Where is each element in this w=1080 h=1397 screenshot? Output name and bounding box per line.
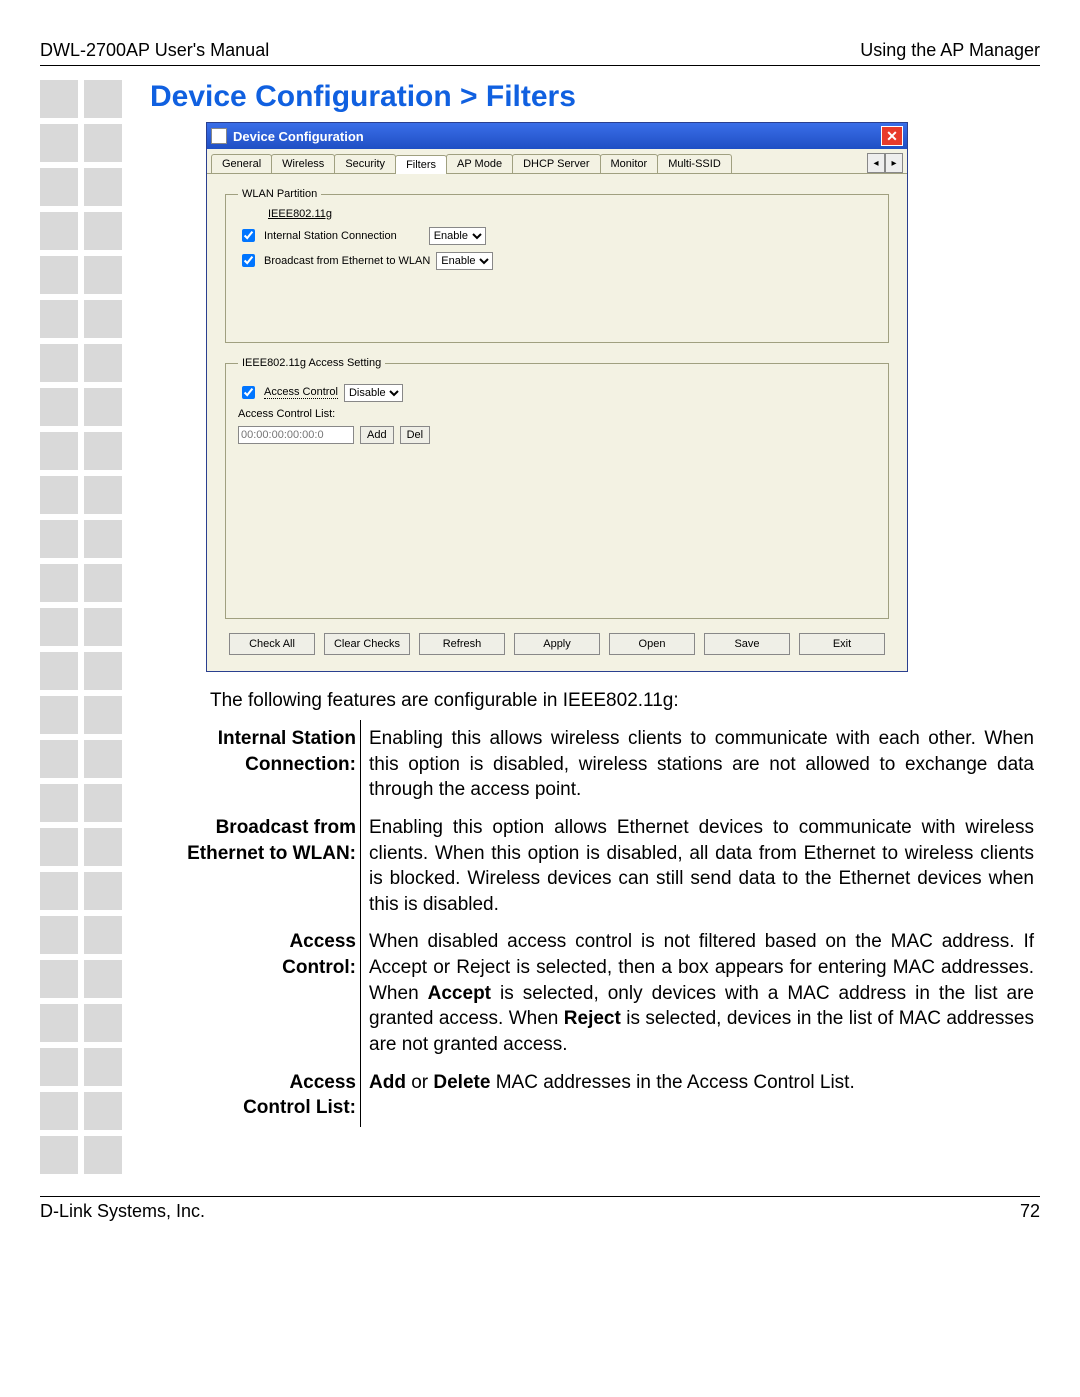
exit-button[interactable]: Exit	[799, 633, 885, 655]
broadcast-checkbox[interactable]	[242, 254, 255, 267]
window-icon	[211, 128, 227, 144]
def-term: AccessControl:	[150, 923, 361, 1063]
tab-filters[interactable]: Filters	[395, 155, 447, 174]
footer-page: 72	[1020, 1201, 1040, 1222]
tab-scroll-left-icon[interactable]: ◂	[867, 153, 885, 173]
page-title: Device Configuration > Filters	[150, 80, 1040, 114]
tab-dhcp-server[interactable]: DHCP Server	[512, 154, 600, 173]
header-right: Using the AP Manager	[860, 40, 1040, 61]
access-control-checkbox[interactable]	[242, 386, 255, 399]
check-all-button[interactable]: Check All	[229, 633, 315, 655]
ieee-link[interactable]: IEEE802.11g	[268, 208, 876, 220]
close-icon[interactable]: ✕	[881, 126, 903, 146]
def-text: Enabling this option allows Ethernet dev…	[361, 809, 1041, 924]
def-term: Broadcast fromEthernet to WLAN:	[150, 809, 361, 924]
bottom-button-row: Check All Clear Checks Refresh Apply Open Sav…	[225, 633, 889, 655]
device-config-window: Device Configuration ✕ GeneralWirelessSe…	[206, 122, 908, 672]
def-text: Enabling this allows wireless clients to…	[361, 720, 1041, 809]
definitions-table: Internal StationConnection:Enabling this…	[150, 720, 1040, 1127]
internal-station-select[interactable]: Enable	[429, 227, 486, 245]
intro-text: The following features are configurable …	[210, 690, 1040, 712]
access-setting-group: IEEE802.11g Access Setting Access Contro…	[225, 357, 889, 619]
broadcast-select[interactable]: Enable	[436, 252, 493, 270]
tab-ap-mode[interactable]: AP Mode	[446, 154, 513, 173]
header-left: DWL-2700AP User's Manual	[40, 40, 269, 61]
tab-wireless[interactable]: Wireless	[271, 154, 335, 173]
tab-monitor[interactable]: Monitor	[600, 154, 659, 173]
broadcast-label: Broadcast from Ethernet to WLAN	[264, 255, 430, 267]
del-button[interactable]: Del	[400, 426, 431, 444]
window-title: Device Configuration	[233, 129, 364, 144]
tab-security[interactable]: Security	[334, 154, 396, 173]
mac-input[interactable]	[238, 426, 354, 444]
open-button[interactable]: Open	[609, 633, 695, 655]
internal-station-checkbox[interactable]	[242, 229, 255, 242]
save-button[interactable]: Save	[704, 633, 790, 655]
apply-button[interactable]: Apply	[514, 633, 600, 655]
def-text: When disabled access control is not filt…	[361, 923, 1041, 1063]
def-text: Add or Delete MAC addresses in the Acces…	[361, 1064, 1041, 1127]
acl-label: Access Control List:	[238, 408, 335, 420]
tab-scroll-right-icon[interactable]: ▸	[885, 153, 903, 173]
refresh-button[interactable]: Refresh	[419, 633, 505, 655]
add-button[interactable]: Add	[360, 426, 394, 444]
internal-station-label: Internal Station Connection	[264, 230, 397, 242]
tab-multi-ssid[interactable]: Multi-SSID	[657, 154, 732, 173]
tab-bar: GeneralWirelessSecurityFiltersAP ModeDHC…	[207, 149, 907, 174]
def-term: Internal StationConnection:	[150, 720, 361, 809]
tab-general[interactable]: General	[211, 154, 272, 173]
access-control-label: Access Control	[264, 386, 338, 399]
decorative-grid	[40, 80, 120, 1174]
access-control-select[interactable]: Disable	[344, 384, 403, 402]
wlan-partition-group: WLAN Partition IEEE802.11g Internal Stat…	[225, 188, 889, 343]
access-setting-legend: IEEE802.11g Access Setting	[238, 357, 385, 369]
wlan-partition-legend: WLAN Partition	[238, 188, 321, 200]
clear-checks-button[interactable]: Clear Checks	[324, 633, 410, 655]
footer-left: D-Link Systems, Inc.	[40, 1201, 205, 1222]
def-term: AccessControl List:	[150, 1064, 361, 1127]
